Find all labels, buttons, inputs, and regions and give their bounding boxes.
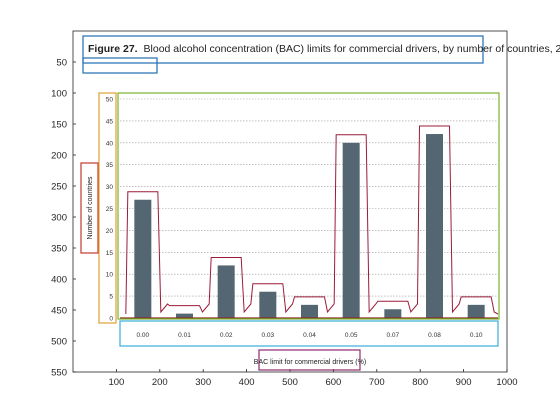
bar-0.07 [384,309,402,318]
outer-y-tick-label: 100 [51,89,67,100]
outer-y-tick-label: 250 [51,182,67,193]
chart-x-tick-label: 0.08 [428,332,441,339]
bar-envelope-line [125,125,499,315]
outer-x-tick-label: 900 [456,377,472,388]
chart-y-tick-labels: 0 5 10 15 20 25 30 35 40 45 50 [106,97,114,323]
chart-y-tick-label: 20 [106,228,114,235]
bar-0.04 [301,304,318,318]
outer-x-tick-label: 100 [108,377,124,388]
chart-y-tick-label: 35 [106,162,114,169]
bar-0.03 [259,291,277,318]
bar-0.01 [176,313,193,318]
figure-caption-text: Blood alcohol concentration (BAC) limits… [144,43,560,55]
outer-y-tick-label: 400 [51,275,67,286]
outer-x-tick-label: 400 [239,377,255,388]
chart-bars [134,134,485,318]
y-ticks-box [98,92,117,324]
chart-x-tick-label: 0.10 [470,332,483,339]
bar-0.08 [426,134,443,318]
outer-y-tick-label: 300 [51,213,67,224]
outer-x-tick-label: 800 [412,377,428,388]
chart-y-tick-label: 40 [106,140,114,147]
outer-x-tick-label: 1000 [496,377,517,388]
chart-y-tick-label: 30 [106,184,114,191]
outer-y-tick-label: 50 [56,58,67,69]
x-axis-label: BAC limit for commercial drivers (%) [254,359,366,366]
x-axis-label-box [258,349,361,371]
outer-y-tick-label: 500 [51,337,67,348]
y-axis-label: Number of countries [87,176,94,240]
outer-y-tick-label: 450 [51,306,67,317]
bar-0.00 [134,199,152,318]
bar-0.05 [342,142,360,318]
figure-caption: Figure 27. Blood alcohol concentration (… [88,43,560,55]
chart-x-tick-label: 0.00 [137,332,150,339]
chart-y-tick-label: 5 [109,294,113,301]
outer-x-tick-label: 300 [195,377,211,388]
chart-x-tick-label: 0.04 [303,332,316,339]
chart-x-tick-label: 0.02 [220,332,233,339]
caption-box-line1 [82,35,484,64]
chart-x-tick-label: 0.03 [262,332,275,339]
chart-y-tick-label: 15 [106,250,114,257]
chart-x-tick-label: 0.05 [345,332,358,339]
outer-x-tick-label: 500 [282,377,298,388]
caption-box-line2 [82,57,158,74]
bar-0.02 [217,265,235,318]
plot-area-box [117,92,500,320]
outer-x-tick-label: 700 [369,377,385,388]
outer-y-axis: 50 100 150 200 250 300 350 400 450 500 550 [51,58,76,379]
outer-y-tick-label: 550 [51,368,67,379]
outer-y-tick-label: 200 [51,151,67,162]
chart-y-tick-label: 0 [109,316,113,323]
figure-number-label: Figure 27. [88,43,138,55]
chart-y-tick-label: 25 [106,206,114,213]
outer-x-axis: 100 200 300 400 500 600 700 800 900 1000 [108,369,518,388]
chart-x-tick-labels: 0.00 0.01 0.02 0.03 0.04 0.05 0.07 0.08 0.10 [137,332,483,339]
chart-y-tick-label: 45 [106,118,114,125]
outer-x-tick-label: 600 [325,377,341,388]
x-ticks-box [119,320,499,347]
chart-y-tick-label: 50 [106,97,114,104]
bar-envelope-annotations [125,125,499,315]
outer-x-tick-label: 200 [152,377,168,388]
chart-x-tick-label: 0.07 [387,332,400,339]
chart-x-tick-label: 0.01 [178,332,191,339]
y-axis-label-box [80,162,99,254]
bar-0.10 [467,304,485,318]
outer-y-tick-label: 150 [51,120,67,131]
outer-y-tick-label: 350 [51,244,67,255]
chart-y-tick-label: 10 [106,272,114,279]
